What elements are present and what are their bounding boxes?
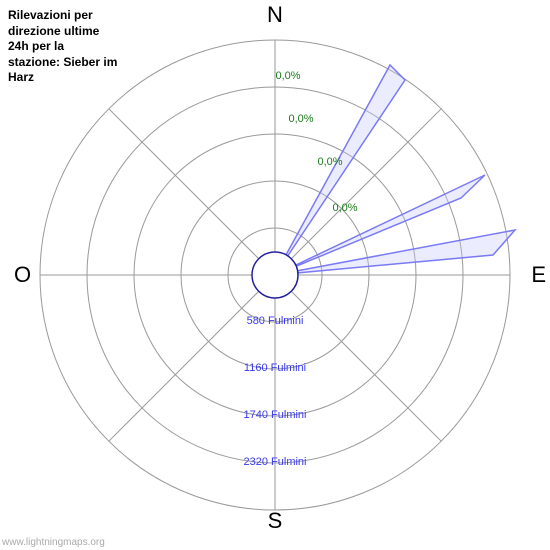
percent-label: 0,0% [275, 70, 300, 82]
radial-line [109, 109, 275, 275]
credit-text: www.lightningmaps.org [2, 537, 105, 548]
ring-label: 1160 Fulmini [244, 362, 306, 374]
polar-chart-container: Rilevazioni per direzione ultime 24h per… [0, 0, 550, 550]
compass-north: N [267, 2, 283, 28]
compass-west: O [14, 262, 31, 288]
compass-south: S [268, 508, 283, 534]
ring-label: 2320 Fulmini [244, 456, 307, 468]
petal-shape [275, 230, 515, 275]
center-circle [252, 252, 298, 298]
ring-label: 1740 Fulmini [244, 409, 307, 421]
chart-title: Rilevazioni per direzione ultime 24h per… [8, 8, 118, 86]
ring-label: 580 Fulmini [247, 315, 304, 327]
percent-label: 0,0% [332, 202, 357, 214]
percent-label: 0,0% [288, 113, 313, 125]
compass-east: E [531, 262, 546, 288]
percent-label: 0,0% [317, 156, 342, 168]
